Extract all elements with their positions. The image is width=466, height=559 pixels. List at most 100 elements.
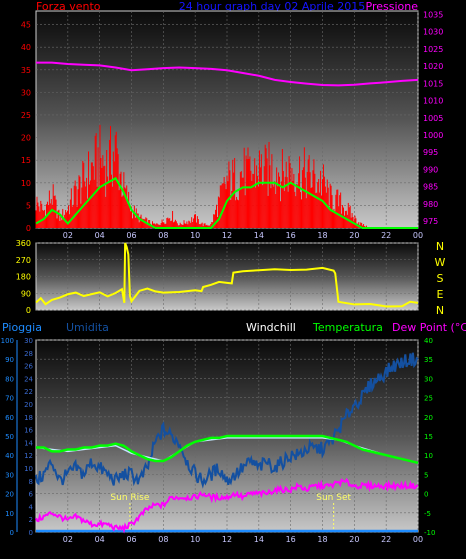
temperature-tick-label: 25 (424, 395, 433, 403)
chart-title: 24 hour graph day 02 Aprile 2015 (179, 0, 366, 13)
pressure-tick-label: 1020 (423, 62, 443, 71)
grid-lines (16, 11, 419, 533)
pressure-tick-label: 1015 (423, 79, 443, 88)
temperature-tick-label: 0 (424, 491, 428, 499)
temperature-time-tick-label: 20 (349, 535, 359, 544)
chart-marks (35, 61, 419, 534)
wind-time-tick-label: 12 (222, 231, 232, 240)
rain-tick-label: 100 (1, 337, 14, 345)
humidity-tick-label: 6 (29, 491, 34, 499)
rain-tick-label: 0 (10, 529, 14, 537)
wind-force-tick-label: 40 (21, 43, 31, 52)
rain-tick-label: 30 (5, 471, 14, 479)
pressure-tick-label: 980 (423, 200, 438, 209)
wind-time-tick-label: 06 (126, 231, 136, 240)
rain-label: Pioggia (2, 321, 42, 334)
wind-time-tick-label: 18 (317, 231, 327, 240)
rain-tick-label: 80 (5, 375, 14, 383)
rain-tick-label: 60 (5, 414, 14, 422)
wind-time-tick-label: 22 (381, 231, 391, 240)
sun-rise-label: Sun Rise (110, 493, 149, 503)
temperature-line (36, 434, 419, 465)
direction-tick-label: 90 (21, 289, 31, 298)
dir-letter-s: S (437, 272, 444, 285)
humidity-tick-label: 14 (24, 439, 33, 447)
wind-force-tick-label: 20 (21, 134, 31, 143)
wind-force-tick-label: 5 (26, 201, 31, 210)
temperature-tick-label: 35 (424, 356, 433, 364)
humidity-tick-label: 12 (24, 452, 33, 460)
tick-labels: 0510152025303540459759809859909951000100… (1, 10, 444, 544)
wind-force-label: Forza vento (36, 0, 101, 13)
wind-force-tick-label: 0 (26, 224, 31, 233)
temperature-time-tick-label: 18 (317, 535, 327, 544)
rain-tick-label: 70 (5, 395, 14, 403)
humidity-tick-label: 18 (24, 414, 33, 422)
pressure-line (36, 61, 419, 87)
temperature-tick-label: 10 (424, 452, 433, 460)
sun-set-label: Sun Set (316, 493, 351, 503)
wind-force-tick-label: 35 (21, 66, 31, 75)
humidity-tick-label: 28 (24, 350, 33, 358)
rain-tick-label: 90 (5, 356, 14, 364)
temperature-time-tick-label: 04 (95, 535, 105, 544)
pressure-tick-label: 1010 (423, 97, 443, 106)
temperature-tick-label: -10 (424, 529, 435, 537)
pressure-tick-label: 1005 (423, 114, 443, 123)
temperature-tick-label: 5 (424, 471, 428, 479)
temperature-tick-label: 30 (424, 375, 433, 383)
windchill-label: Windchill (246, 321, 296, 334)
rain-tick-label: 40 (5, 452, 14, 460)
humidity-tick-label: 16 (24, 427, 33, 435)
humidity-tick-label: 22 (24, 388, 33, 396)
humidity-tick-label: 26 (24, 363, 33, 371)
pressure-tick-label: 995 (423, 148, 438, 157)
dir-letter-n-bottom: N (436, 304, 444, 317)
temperature-time-tick-label: 02 (63, 535, 73, 544)
humidity-tick-label: 4 (29, 503, 34, 511)
temperature-tick-label: 20 (424, 414, 433, 422)
humidity-tick-label: 24 (24, 375, 33, 383)
direction-tick-label: 270 (16, 256, 31, 265)
direction-tick-label: 0 (26, 306, 31, 315)
dewpoint-line (35, 477, 419, 534)
wind-time-tick-label: 02 (63, 231, 73, 240)
pressure-tick-label: 975 (423, 217, 438, 226)
humidity-label: Umidita (66, 321, 109, 334)
pressure-tick-label: 990 (423, 165, 438, 174)
humidity-tick-label: 20 (24, 401, 33, 409)
rain-tick-label: 50 (5, 433, 14, 441)
wind-force-tick-label: 45 (21, 21, 31, 30)
wind-average-line (35, 176, 418, 229)
humidity-tick-label: 2 (29, 516, 33, 524)
wind-direction-line (35, 242, 419, 308)
pressure-tick-label: 1025 (423, 45, 443, 54)
humidity-tick-label: 30 (24, 337, 33, 345)
pressure-tick-label: 1035 (423, 10, 443, 19)
temperature-label: Temperatura (312, 321, 383, 334)
rain-tick-label: 10 (5, 510, 14, 518)
direction-tick-label: 180 (16, 273, 31, 282)
temperature-time-tick-label: 06 (126, 535, 136, 544)
wind-time-tick-label: 20 (349, 231, 359, 240)
dir-letter-e: E (437, 288, 444, 301)
dewpoint-label: Dew Point (°C) (392, 321, 466, 334)
direction-tick-label: 360 (16, 239, 31, 248)
temperature-tick-label: 40 (424, 337, 433, 345)
wind-force-tick-label: 15 (21, 156, 31, 165)
pressure-tick-label: 985 (423, 183, 438, 192)
humidity-tick-label: 10 (24, 465, 33, 473)
wind-time-tick-label: 14 (254, 231, 264, 240)
dir-letter-n-top: N (436, 240, 444, 253)
temperature-time-tick-label: 12 (222, 535, 232, 544)
pressure-label: Pressione (366, 0, 419, 13)
wind-time-tick-label: 16 (286, 231, 296, 240)
humidity-tick-label: 8 (29, 478, 33, 486)
wind-time-tick-label: 00 (413, 231, 423, 240)
temperature-tick-label: 15 (424, 433, 433, 441)
wind-force-tick-label: 25 (21, 111, 31, 120)
humidity-tick-label: 0 (29, 529, 33, 537)
humidity-line (35, 352, 419, 489)
